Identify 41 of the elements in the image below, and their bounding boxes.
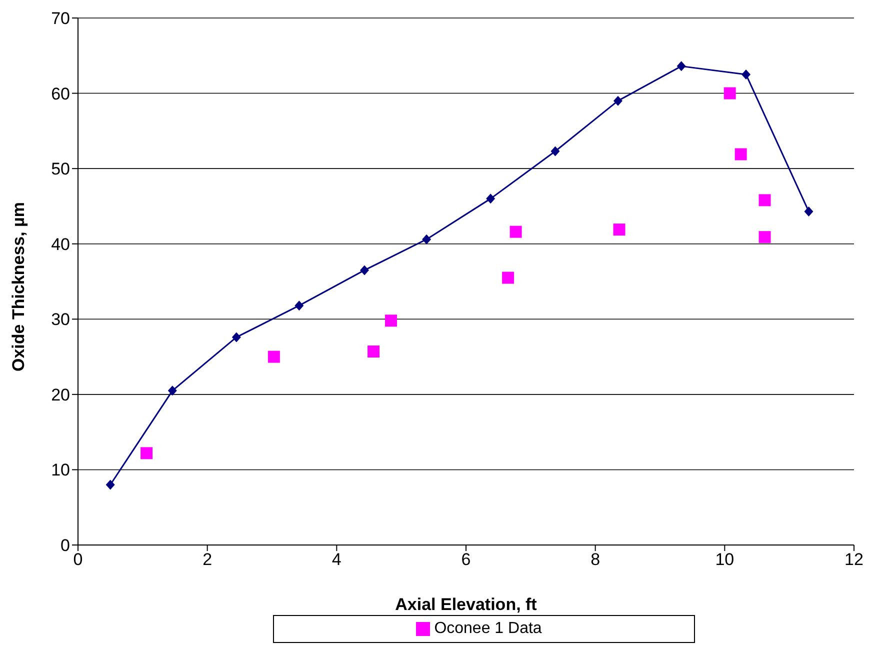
point <box>613 224 626 236</box>
point <box>422 234 432 244</box>
y-axis-title: Oxide Thickness, µm <box>9 202 28 372</box>
point <box>734 148 747 160</box>
point <box>613 96 622 106</box>
y-tick-label: 30 <box>51 310 70 330</box>
point <box>758 194 771 206</box>
point <box>486 194 496 204</box>
x-tick-label: 6 <box>461 550 471 570</box>
point <box>168 386 177 396</box>
point <box>268 350 280 363</box>
point <box>368 346 380 358</box>
x-tick-label: 8 <box>590 550 600 570</box>
point <box>502 272 514 284</box>
point <box>724 87 736 100</box>
point <box>232 332 241 342</box>
point <box>294 300 304 311</box>
point <box>804 206 814 216</box>
x-tick-label: 12 <box>844 550 864 570</box>
legend-label: Oconee 1 Data <box>434 620 542 637</box>
y-tick-label: 20 <box>51 385 70 404</box>
x-tick-label: 10 <box>715 550 734 570</box>
point <box>510 226 522 238</box>
point <box>384 314 397 327</box>
point <box>758 231 771 244</box>
point <box>676 61 686 72</box>
x-tick-label: 2 <box>202 550 212 570</box>
y-tick-label: 50 <box>51 160 70 179</box>
point <box>106 480 115 490</box>
point <box>360 265 369 276</box>
point <box>742 69 751 80</box>
x-tick-label: 0 <box>73 550 83 570</box>
x-tick-label: 4 <box>332 550 342 570</box>
y-tick-label: 10 <box>51 460 70 480</box>
point <box>550 146 560 156</box>
point <box>140 447 153 460</box>
y-tick-label: 40 <box>51 234 70 254</box>
x-axis-title: Axial Elevation, ft <box>395 595 538 614</box>
y-tick-label: 0 <box>60 536 70 556</box>
y-tick-label: 70 <box>51 9 70 28</box>
y-tick-label: 60 <box>51 84 70 104</box>
